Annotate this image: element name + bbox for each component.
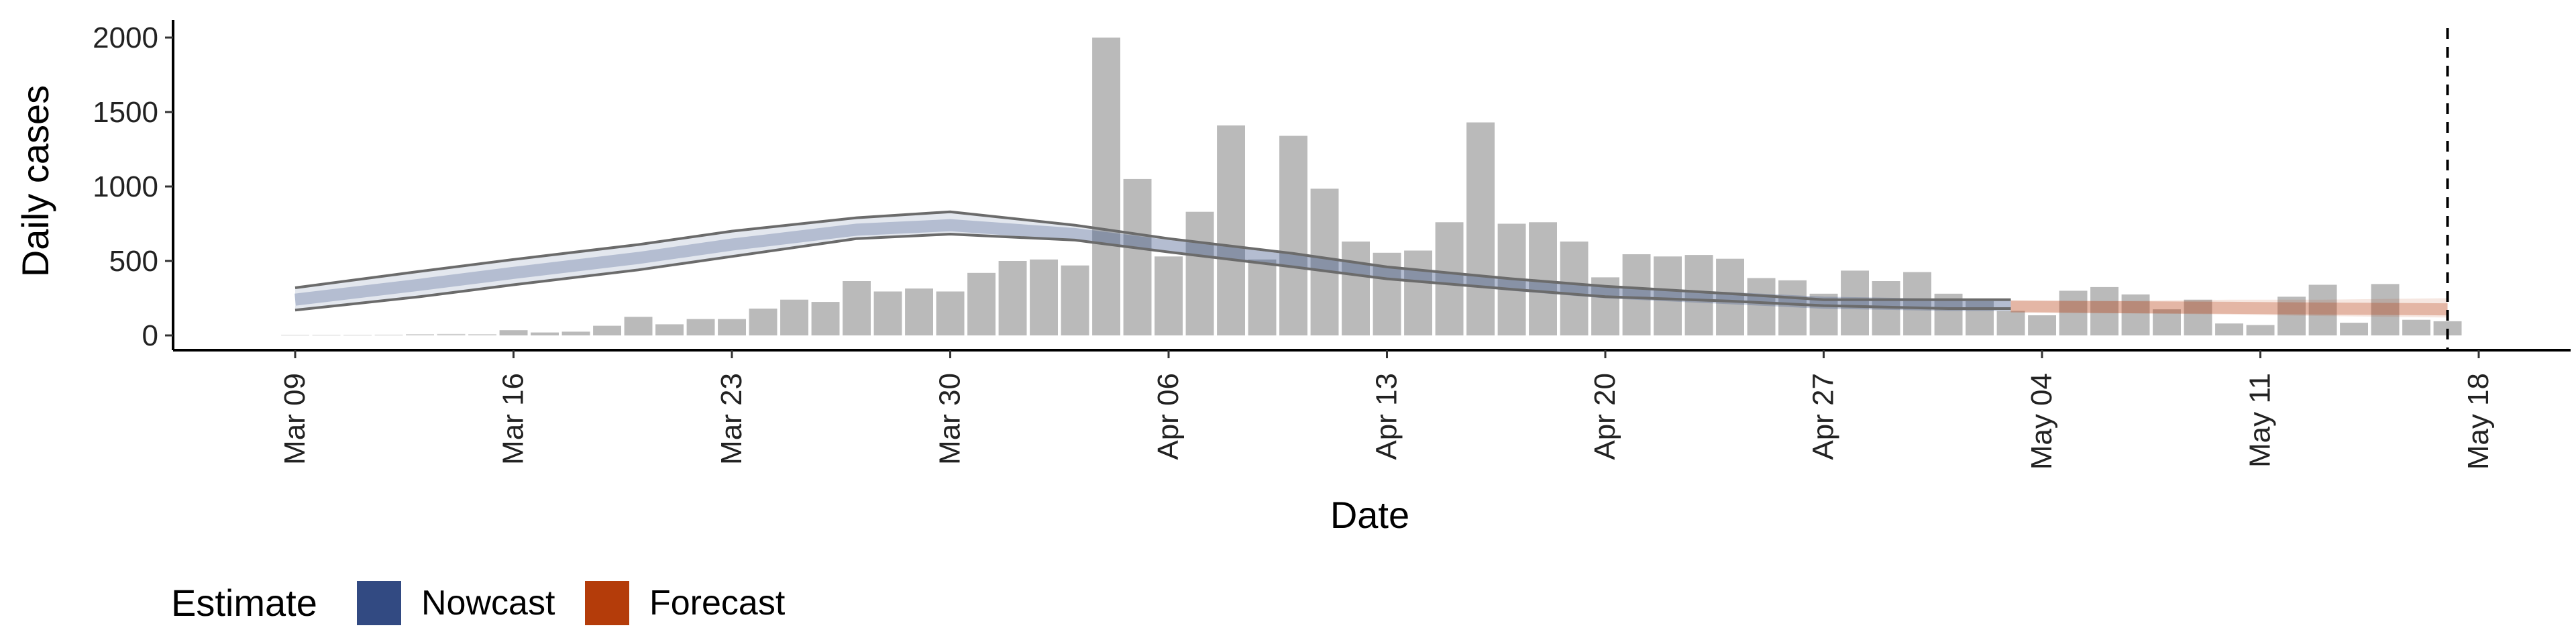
bar-2020-04-16 <box>1466 122 1495 335</box>
bar-2020-04-08 <box>1217 125 1245 335</box>
x-tick-label-apr-06: Apr 06 <box>1152 373 1185 460</box>
y-tick-label-1500: 1500 <box>93 96 158 129</box>
bar-2020-04-23 <box>1684 255 1713 335</box>
legend-label-forecast: Forecast <box>649 584 786 623</box>
bar-2020-05-16 <box>2402 319 2430 335</box>
bar-2020-05-08 <box>2153 309 2181 335</box>
bar-2020-05-13 <box>2308 284 2337 335</box>
bar-2020-04-05 <box>1123 178 1152 335</box>
forecast-band <box>2010 298 2448 318</box>
forecast-median <box>2010 300 2448 316</box>
bar-2020-04-18 <box>1529 222 1557 335</box>
bar-2020-04-06 <box>1155 256 1183 335</box>
x-tick-label-mar-16: Mar 16 <box>497 373 530 465</box>
legend-swatch-nowcast <box>357 581 401 625</box>
bar-2020-03-29 <box>905 288 933 335</box>
legend-swatch-forecast <box>585 581 629 625</box>
legend-title: Estimate <box>171 582 317 624</box>
x-tick-label-may-11: May 11 <box>2244 373 2277 468</box>
bar-2020-03-25 <box>780 299 808 335</box>
bar-2020-03-30 <box>936 291 965 335</box>
bar-2020-05-11 <box>2246 325 2275 335</box>
bar-2020-04-30 <box>1903 272 1931 335</box>
x-tick-label-mar-09: Mar 09 <box>278 373 311 465</box>
bar-2020-03-21 <box>655 324 684 335</box>
bar-2020-04-03 <box>1061 265 1089 335</box>
bar-2020-03-16 <box>499 330 528 335</box>
x-tick-label-may-18: May 18 <box>2462 373 2495 470</box>
nowcast-median <box>294 219 2011 311</box>
y-tick-label-0: 0 <box>142 319 158 352</box>
bar-2020-04-01 <box>998 261 1027 335</box>
bar-2020-04-15 <box>1435 222 1464 335</box>
bar-2020-05-05 <box>2059 290 2088 335</box>
bar-2020-05-03 <box>1996 311 2025 335</box>
bar-2020-03-17 <box>531 332 559 335</box>
bar-2020-04-10 <box>1279 136 1307 335</box>
bar-2020-03-14 <box>437 333 466 335</box>
y-axis-title: Daily cases <box>14 85 56 277</box>
bar-2020-03-27 <box>843 281 871 335</box>
bar-2020-04-24 <box>1716 258 1744 335</box>
bar-2020-05-09 <box>2184 299 2212 335</box>
bar-2020-03-31 <box>967 272 996 335</box>
bar-2020-04-09 <box>1248 259 1277 335</box>
bar-2020-04-11 <box>1310 189 1339 335</box>
bar-2020-03-26 <box>811 302 840 335</box>
bar-2020-03-18 <box>561 331 590 335</box>
bar-2020-04-19 <box>1560 241 1589 335</box>
bar-2020-05-17 <box>2433 321 2462 335</box>
bar-2020-04-26 <box>1778 280 1807 335</box>
x-tick-label-apr-13: Apr 13 <box>1371 373 1403 460</box>
x-tick-label-apr-20: Apr 20 <box>1589 373 1621 460</box>
bar-2020-05-07 <box>2121 294 2150 335</box>
y-tick-label-500: 500 <box>109 245 158 278</box>
x-tick-label-may-04: May 04 <box>2025 373 2058 470</box>
x-axis-title: Date <box>1330 494 1409 536</box>
bar-2020-03-23 <box>718 319 746 335</box>
bar-2020-04-02 <box>1030 259 1058 335</box>
bar-2020-04-22 <box>1654 256 1682 335</box>
axes-layer: 0 500 1000 1500 2000 Mar 09 Mar 16 Mar 23 Mar 30… <box>93 20 2571 470</box>
bar-2020-04-04 <box>1092 38 1120 335</box>
y-tick-label-2000: 2000 <box>93 21 158 54</box>
bar-2020-03-22 <box>686 319 715 335</box>
bar-2020-05-06 <box>2090 286 2118 335</box>
bar-2020-04-07 <box>1185 211 1214 335</box>
bar-2020-03-13 <box>406 334 434 335</box>
legend-label-nowcast: Nowcast <box>421 584 555 623</box>
y-tick-label-1000: 1000 <box>93 170 158 203</box>
bar-2020-03-28 <box>873 291 902 335</box>
bar-2020-03-19 <box>593 325 621 335</box>
nowcast-upper-line <box>294 210 2011 301</box>
bar-2020-03-24 <box>749 309 777 335</box>
x-tick-label-apr-27: Apr 27 <box>1807 373 1840 460</box>
bar-2020-04-28 <box>1841 270 1869 335</box>
bar-2020-05-15 <box>2371 284 2400 335</box>
bar-2020-05-04 <box>2028 315 2056 335</box>
bar-2020-03-20 <box>624 317 653 336</box>
bar-2020-05-14 <box>2340 323 2368 335</box>
bar-2020-05-12 <box>2277 297 2306 335</box>
x-tick-label-mar-23: Mar 23 <box>715 373 748 465</box>
x-tick-label-mar-30: Mar 30 <box>934 373 967 465</box>
bar-2020-04-25 <box>1747 278 1776 335</box>
bar-2020-04-14 <box>1404 250 1432 335</box>
legend: Estimate Nowcast Forecast <box>171 581 786 625</box>
bar-2020-05-02 <box>1966 301 1994 335</box>
bar-2020-04-12 <box>1342 241 1370 335</box>
bar-2020-04-21 <box>1622 254 1651 335</box>
nowcast-lower-line <box>294 232 2011 312</box>
estimate-bands-layer <box>294 210 2448 318</box>
bars-layer <box>281 38 2462 336</box>
bar-2020-05-10 <box>2215 323 2243 335</box>
bar-2020-03-15 <box>468 334 496 335</box>
